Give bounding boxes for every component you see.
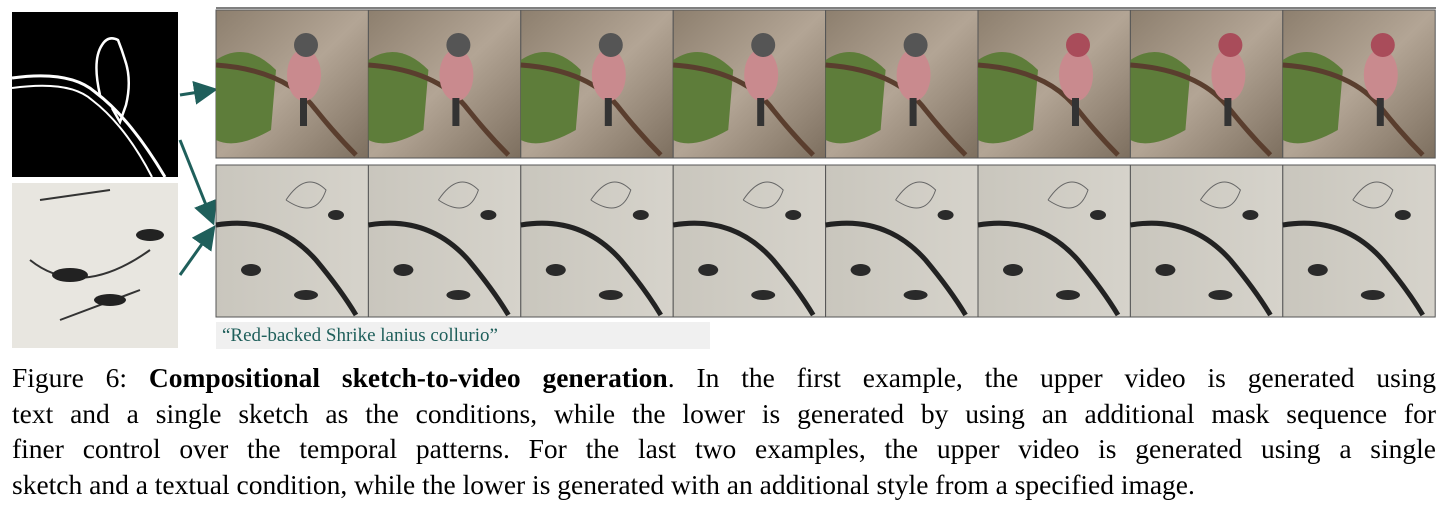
- ink-insect: [393, 264, 414, 276]
- caption-line: finer control over the temporal patterns…: [12, 433, 1436, 464]
- bird-head: [294, 33, 318, 57]
- bird-head: [903, 33, 928, 57]
- ink-insect: [1090, 210, 1106, 220]
- bird-head: [1066, 33, 1090, 57]
- ink-insect: [1360, 290, 1385, 300]
- figure: [11, 7, 1436, 348]
- branch: [368, 62, 511, 157]
- ink-insect: [1155, 264, 1176, 276]
- ink-insect: [328, 210, 344, 220]
- ink-stem: [1129, 220, 1273, 317]
- ink-stem: [520, 220, 663, 317]
- ink-insect: [785, 210, 802, 220]
- ink-leaf: [285, 181, 327, 209]
- ink-stem: [215, 220, 359, 317]
- figure-label: Figure 6:: [12, 362, 128, 393]
- caption-line: Figure 6: Compositional sketch-to-video …: [12, 360, 1436, 396]
- arrow: [178, 225, 216, 276]
- ink-insect: [903, 290, 928, 300]
- bird-tail: [1072, 98, 1079, 126]
- ink-insect: [1208, 290, 1233, 300]
- ink-insect: [698, 264, 719, 276]
- ink-leaf: [895, 181, 937, 209]
- bird-tail: [300, 98, 307, 126]
- prompt-label: “Red-backed Shrike lanius collurio”: [216, 322, 710, 349]
- ink-insect: [1394, 210, 1411, 220]
- bird-body: [744, 49, 779, 101]
- bird-body: [1211, 49, 1246, 101]
- video-frames: [215, 9, 1436, 318]
- ink-stem: [825, 220, 968, 317]
- bird-body: [896, 49, 931, 101]
- ink-leaf: [590, 181, 632, 209]
- branch: [520, 62, 663, 157]
- bird-head: [1218, 33, 1243, 57]
- caption-line: sketch and a textual condition, while th…: [12, 468, 1195, 500]
- bird-tail: [1224, 98, 1232, 126]
- ink-insect: [1056, 290, 1080, 300]
- ink-insect: [937, 210, 954, 220]
- ink-leaf: [1199, 181, 1241, 209]
- ink-insect: [545, 264, 566, 276]
- caption-line: text and a single sketch as the conditio…: [12, 397, 1436, 429]
- ink-leaf: [437, 181, 479, 209]
- ink-stem: [977, 220, 1121, 317]
- ink-insect: [1307, 264, 1328, 276]
- bird-tail: [1376, 98, 1384, 126]
- bird-tail: [452, 98, 460, 126]
- branch: [825, 62, 968, 157]
- ink-stem: [367, 220, 511, 317]
- bird-tail: [909, 98, 917, 126]
- bird-head: [446, 33, 471, 57]
- ink-insect: [446, 290, 471, 300]
- ink-stem: [672, 220, 816, 317]
- caption-text: . In the first example, the upper video …: [667, 362, 1437, 393]
- ink-insect: [480, 210, 497, 220]
- ink-insect: [632, 210, 649, 220]
- ink-insect: [598, 290, 623, 300]
- ink-leaf: [1047, 181, 1089, 209]
- ink-insect: [294, 290, 318, 300]
- style-image: [12, 183, 178, 348]
- caption: Figure 6: Compositional sketch-to-video …: [12, 360, 1436, 502]
- bird-head: [751, 33, 776, 57]
- bird-body: [1363, 49, 1398, 101]
- ink-insect: [751, 290, 776, 300]
- branch: [215, 62, 358, 157]
- ink-leaf: [1352, 181, 1394, 209]
- arrow: [179, 80, 218, 105]
- bird-body: [591, 49, 626, 101]
- bird-body: [1059, 49, 1093, 101]
- branch: [673, 62, 815, 157]
- bird-body: [439, 49, 474, 101]
- ink-insect: [1242, 210, 1259, 220]
- ink-leaf: [742, 181, 784, 209]
- ink-insect: [241, 264, 261, 276]
- arrow: [178, 139, 217, 226]
- bird-head: [598, 33, 623, 57]
- bird-body: [287, 49, 321, 101]
- sketch-input: [11, 12, 178, 178]
- caption-title: Compositional sketch-to-video generation: [148, 362, 668, 393]
- bird-tail: [604, 98, 612, 126]
- bird-head: [1370, 33, 1395, 57]
- ink-stem: [1282, 220, 1425, 317]
- ink-insect: [1003, 264, 1023, 276]
- bird-tail: [757, 98, 765, 126]
- ink-insect: [850, 264, 871, 276]
